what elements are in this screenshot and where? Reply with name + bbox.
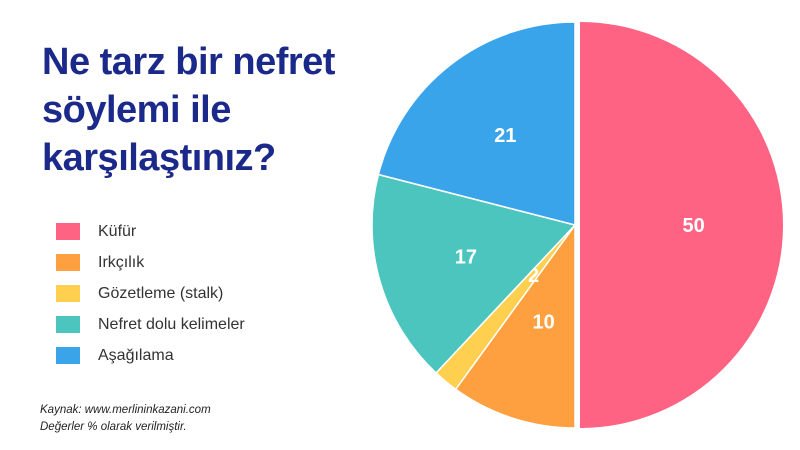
footnote: Kaynak: www.merlininkazani.com Değerler … xyxy=(40,402,340,436)
pie-slice-5 xyxy=(377,21,576,226)
legend-swatch-gozetleme xyxy=(56,285,80,302)
pie-slice-2 xyxy=(454,222,576,429)
legend-label: Küfür xyxy=(98,222,137,240)
legend-item-asagilama: Aşağılama xyxy=(56,340,245,371)
legend-item-gozetleme: Gözetleme (stalk) xyxy=(56,278,245,309)
legend-item-irkcilik: Irkçılık xyxy=(56,247,245,278)
unit-note: Değerler % olarak verilmiştir. xyxy=(40,421,187,433)
source-note: Kaynak: www.merlininkazani.com xyxy=(40,404,211,416)
legend-swatch-irkcilik xyxy=(56,254,80,271)
slice-value-label-5: 21 xyxy=(494,125,516,147)
slice-value-label-2: 10 xyxy=(533,312,555,334)
legend-swatch-nefret-dolu-kelimeler xyxy=(56,316,80,333)
legend-swatch-kufur xyxy=(56,223,80,240)
legend-label: Aşağılama xyxy=(98,346,174,364)
chart-legend: Küfür Irkçılık Gözetleme (stalk) Nefret … xyxy=(56,216,245,371)
pie-slice-1 xyxy=(580,22,783,428)
legend-label: Gözetleme (stalk) xyxy=(98,284,224,302)
legend-swatch-asagilama xyxy=(56,347,80,364)
slice-value-label-1: 50 xyxy=(683,215,705,237)
chart-title: Ne tarz bir nefret söylemi ile karşılaşt… xyxy=(42,41,335,179)
slice-value-label-3: 2 xyxy=(528,265,539,287)
legend-item-nefret-dolu-kelimeler: Nefret dolu kelimeler xyxy=(56,309,245,340)
legend-item-kufur: Küfür xyxy=(56,216,245,247)
slice-value-label-4: 17 xyxy=(455,247,477,269)
legend-label: Irkçılık xyxy=(98,253,145,271)
pie-slice-4 xyxy=(371,173,577,375)
legend-label: Nefret dolu kelimeler xyxy=(98,315,245,333)
